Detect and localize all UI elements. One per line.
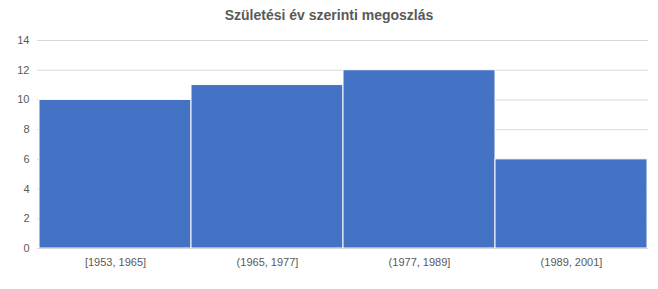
- svg-text:0: 0: [23, 242, 29, 254]
- svg-text:(1989, 2001]: (1989, 2001]: [541, 256, 603, 268]
- svg-text:10: 10: [17, 93, 29, 105]
- svg-text:6: 6: [23, 153, 29, 165]
- svg-text:(1977, 1989]: (1977, 1989]: [389, 256, 451, 268]
- svg-text:(1965, 1977]: (1965, 1977]: [237, 256, 299, 268]
- svg-text:[1953, 1965]: [1953, 1965]: [85, 256, 146, 268]
- svg-text:14: 14: [17, 34, 29, 46]
- svg-text:4: 4: [23, 183, 29, 195]
- svg-text:8: 8: [23, 123, 29, 135]
- svg-text:12: 12: [17, 64, 29, 76]
- html-text:Születési év szerinti megoszlá: Születési év szerinti megoszlás: [224, 7, 434, 23]
- svg-text:2: 2: [23, 212, 29, 224]
